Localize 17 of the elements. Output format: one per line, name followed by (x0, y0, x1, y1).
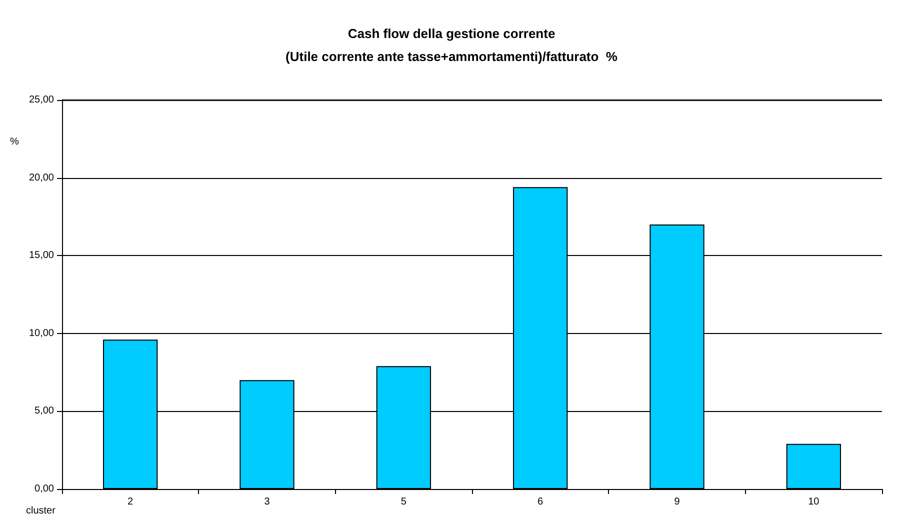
x-tick-label: 2 (128, 496, 134, 508)
x-tick-label: 3 (264, 496, 270, 508)
y-axis-title: % (10, 136, 19, 148)
chart-subtitle: (Utile corrente ante tasse+ammortamenti)/fatturato % (286, 49, 618, 64)
y-tick-label: 20,00 (28, 172, 54, 184)
y-tick-label: 25,00 (28, 94, 54, 106)
x-tick-label: 6 (538, 496, 544, 508)
x-tick-label: 9 (674, 496, 680, 508)
x-tick-label: 10 (808, 496, 820, 508)
chart-title: Cash flow della gestione corrente (348, 26, 556, 41)
y-tick-label: 5,00 (34, 406, 54, 417)
y-tick-label: 10,00 (28, 328, 54, 339)
bar (786, 444, 841, 489)
y-tick-label: 0,00 (34, 484, 54, 494)
x-axis-title: cluster (26, 506, 56, 516)
y-tick-label: 15,00 (28, 250, 54, 262)
x-tick-label: 5 (400, 496, 407, 508)
